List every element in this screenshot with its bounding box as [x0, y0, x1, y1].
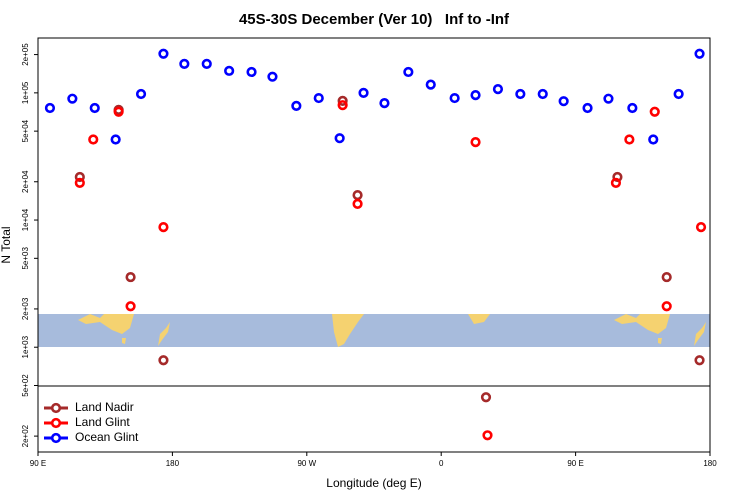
data-point	[74, 177, 85, 188]
data-point	[337, 95, 348, 106]
x-tick-label: 0	[439, 459, 444, 468]
data-point	[582, 102, 593, 114]
data-point	[267, 71, 278, 82]
legend-label: Land Nadir	[75, 400, 134, 414]
y-tick-label: 2e+03	[21, 297, 30, 320]
data-point	[624, 134, 635, 145]
land-shape	[332, 314, 364, 347]
x-tick-label: 90 E	[567, 459, 583, 468]
y-tick-label: 1e+05	[21, 81, 30, 104]
data-point	[649, 106, 660, 117]
land-shape	[658, 338, 662, 344]
data-point	[88, 134, 99, 145]
data-point	[610, 177, 622, 188]
x-tick-label: 180	[703, 459, 717, 468]
data-point	[695, 221, 707, 233]
data-point	[313, 92, 324, 104]
legend-marker	[50, 402, 62, 414]
data-point	[661, 301, 672, 312]
y-tick-label: 2e+02	[21, 424, 30, 447]
data-point	[291, 100, 302, 111]
data-point	[158, 221, 169, 233]
land-shape	[158, 322, 170, 346]
map-band	[38, 314, 710, 347]
land-shape	[614, 314, 670, 334]
data-point	[125, 301, 136, 312]
x-tick-label: 180	[166, 459, 180, 468]
data-point	[67, 93, 78, 104]
y-axis-label: N Total	[0, 226, 13, 263]
land-shape	[122, 338, 126, 344]
data-point	[661, 271, 672, 283]
data-point	[425, 79, 436, 90]
data-point	[158, 48, 169, 59]
data-point	[179, 58, 190, 69]
data-point	[352, 198, 363, 209]
legend-label: Land Glint	[75, 415, 130, 429]
y-tick-label: 2e+04	[21, 170, 30, 193]
data-point	[44, 102, 56, 114]
data-point	[201, 58, 212, 69]
data-point	[482, 430, 493, 441]
data-point	[603, 93, 614, 104]
data-point	[470, 137, 481, 148]
y-tick-label: 5e+04	[21, 119, 30, 142]
data-point	[403, 66, 414, 78]
x-tick-label: 90 W	[297, 459, 316, 468]
chart-title: 45S-30S December (Ver 10) Inf to -Inf	[239, 11, 510, 28]
data-point	[334, 133, 345, 144]
land-shape	[78, 314, 134, 334]
plot-frame	[37, 37, 711, 453]
y-tick-label: 1e+03	[21, 335, 30, 358]
x-axis-label: Longitude (deg E)	[326, 476, 421, 490]
data-point	[74, 171, 85, 183]
data-point	[470, 90, 481, 101]
x-tick-label: 90 E	[30, 459, 46, 468]
data-point	[224, 65, 235, 76]
data-point	[449, 92, 460, 104]
data-point	[358, 87, 369, 98]
data-point	[246, 66, 257, 78]
land-shape	[694, 322, 706, 346]
data-point	[113, 106, 124, 117]
data-point	[537, 88, 548, 100]
data-point	[379, 98, 390, 109]
y-tick-label: 5e+02	[21, 374, 30, 397]
data-point	[110, 134, 121, 145]
ocean-band	[38, 314, 710, 347]
y-tick-label: 1e+04	[21, 208, 30, 231]
data-point	[694, 355, 705, 366]
data-point	[337, 100, 348, 111]
data-point	[627, 102, 638, 114]
data-point	[492, 84, 504, 95]
data-point	[158, 355, 169, 366]
legend-label: Ocean Glint	[75, 430, 139, 444]
legend-marker	[50, 432, 62, 444]
y-tick-label: 5e+03	[21, 247, 30, 270]
data-point	[135, 88, 147, 100]
data-point	[558, 96, 569, 107]
data-point	[648, 134, 659, 145]
data-point	[515, 88, 526, 100]
data-point	[89, 102, 100, 114]
land-shape	[468, 314, 490, 324]
data-point	[125, 271, 136, 283]
data-point	[694, 48, 705, 59]
legend-marker	[50, 417, 62, 429]
data-point	[612, 171, 623, 183]
data-point	[352, 190, 363, 201]
data-point	[673, 88, 684, 100]
y-tick-label: 2e+05	[21, 43, 30, 66]
data-point	[480, 392, 492, 403]
